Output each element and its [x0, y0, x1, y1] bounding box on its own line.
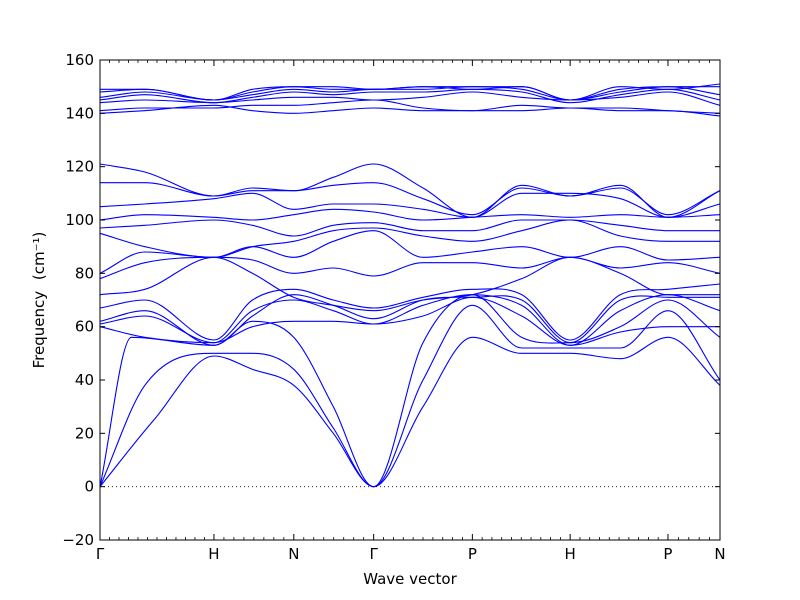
x-tick-label: P [468, 545, 477, 563]
plot-frame-border [99, 59, 721, 541]
band-line-17 [99, 104, 721, 117]
band-line-12 [99, 219, 720, 237]
x-tick-label: H [208, 545, 219, 563]
y-tick-label: 80 [75, 264, 94, 282]
y-axis-title-unit: (cm⁻¹) [30, 232, 48, 281]
band-line-3 [99, 294, 721, 488]
band-line-7 [99, 283, 721, 341]
band-line-1 [99, 336, 721, 488]
x-tick-label: N [288, 545, 299, 563]
y-tick-label: 20 [75, 424, 94, 442]
band-line-23 [100, 83, 721, 101]
series-layer [99, 83, 721, 488]
band-line-5 [99, 294, 721, 346]
y-tick-label: −20 [62, 531, 94, 549]
band-line-20 [99, 88, 721, 104]
y-tick-label: 120 [65, 158, 94, 176]
x-tick-label: H [565, 545, 576, 563]
y-tick-label: 0 [84, 478, 94, 496]
band-line-13 [99, 208, 721, 221]
plot-frame [99, 59, 721, 541]
x-axis-title: Wave vector [363, 570, 457, 588]
y-axis-title: Frequency (cm⁻¹) [30, 232, 48, 369]
x-tick-label: P [663, 545, 672, 563]
x-tick-label: N [714, 545, 725, 563]
band-line-6 [99, 294, 720, 346]
band-line-11 [99, 219, 720, 258]
y-axis-ticks: −20 0 20 40 60 80 100 120 140 160 [62, 51, 720, 549]
x-tick-label: Γ [369, 545, 378, 563]
band-line-14 [99, 192, 721, 218]
band-line-16 [99, 163, 721, 218]
y-tick-label: 60 [75, 318, 94, 336]
band-line-2 [99, 304, 721, 488]
y-tick-label: 40 [75, 371, 94, 389]
band-line-9 [99, 256, 721, 280]
y-tick-label: 100 [65, 211, 94, 229]
y-tick-label: 160 [65, 51, 94, 69]
x-tick-label: Γ [96, 545, 105, 563]
band-line-18 [99, 99, 721, 114]
y-tick-label: 140 [65, 104, 94, 122]
y-axis-title-text: Frequency [30, 291, 48, 369]
